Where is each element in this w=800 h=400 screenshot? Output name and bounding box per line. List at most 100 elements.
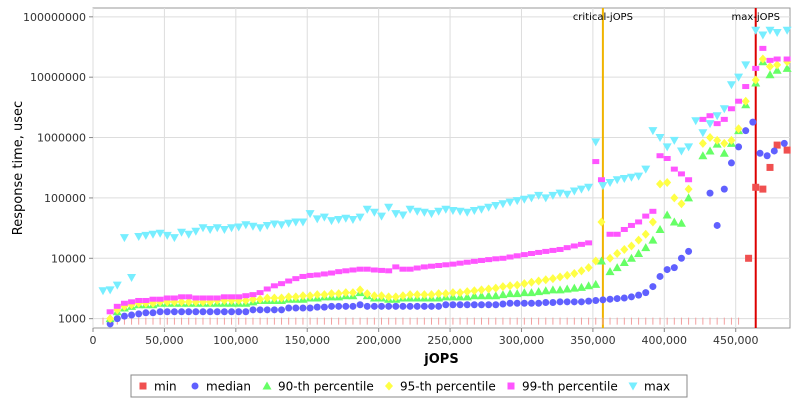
data-point <box>399 302 407 310</box>
data-point <box>305 210 315 219</box>
data-point <box>720 185 728 193</box>
data-point <box>527 251 535 257</box>
data-point <box>676 218 686 227</box>
data-point <box>448 288 457 298</box>
data-point <box>227 224 237 233</box>
data-point <box>270 283 278 289</box>
data-point <box>759 45 767 51</box>
data-point <box>299 304 307 312</box>
data-point <box>648 217 657 227</box>
data-point <box>163 308 171 316</box>
data-point <box>596 256 606 265</box>
data-point <box>334 289 343 299</box>
data-point <box>242 308 250 316</box>
data-point <box>758 31 768 40</box>
data-point <box>520 299 528 307</box>
data-point <box>620 226 628 232</box>
legend: min median 90-th percentile 95-th percentil… <box>130 374 688 398</box>
data-point <box>292 304 300 312</box>
data-point <box>456 288 465 298</box>
data-point <box>719 105 729 114</box>
data-point <box>670 166 678 172</box>
data-point <box>278 306 286 314</box>
data-point <box>627 293 635 301</box>
data-point <box>135 297 143 303</box>
legend-item: 95-th percentile <box>385 380 496 394</box>
data-point <box>98 287 108 296</box>
data-point <box>342 302 350 310</box>
data-point <box>765 26 775 35</box>
data-point <box>765 70 775 79</box>
data-point <box>399 266 407 272</box>
x-tick-label: 200,000 <box>356 334 402 347</box>
data-point <box>127 274 137 283</box>
data-point <box>749 118 757 126</box>
data-point <box>770 147 778 155</box>
data-point <box>384 292 393 302</box>
data-point <box>149 296 157 302</box>
plot-area <box>92 7 791 329</box>
data-point <box>170 308 178 316</box>
data-point <box>620 244 629 254</box>
data-point <box>656 272 664 280</box>
data-point <box>677 254 685 262</box>
data-point <box>477 257 485 263</box>
critical-jOPS-label: critical-jOPS <box>573 12 633 23</box>
y-axis-title: Response time, usec <box>11 101 26 235</box>
data-point <box>759 185 767 193</box>
data-point <box>570 298 578 306</box>
data-point <box>327 217 337 226</box>
data-point <box>420 290 429 300</box>
data-point <box>299 273 307 279</box>
data-point <box>442 301 450 309</box>
data-point <box>220 308 228 316</box>
data-point <box>327 289 336 299</box>
data-point <box>685 247 693 255</box>
data-point <box>120 312 128 320</box>
data-point <box>741 61 751 70</box>
data-point <box>677 199 686 209</box>
data-point <box>782 63 792 72</box>
data-point <box>448 206 458 215</box>
data-point <box>705 120 715 129</box>
y-tick-label: 10000000 <box>30 71 86 84</box>
legend-item: 99-th percentile <box>507 380 618 394</box>
data-point <box>184 230 194 239</box>
data-point <box>234 223 244 232</box>
data-point <box>441 289 450 299</box>
data-point <box>656 179 665 189</box>
data-point <box>463 259 471 265</box>
data-point <box>649 208 657 214</box>
data-point <box>541 194 551 203</box>
series-median <box>106 118 788 328</box>
legend-label: median <box>206 380 251 394</box>
legend-label: 99-th percentile <box>522 380 618 394</box>
data-point <box>149 309 157 317</box>
data-point <box>626 173 636 182</box>
data-point <box>441 205 451 214</box>
data-point <box>584 263 593 273</box>
data-point <box>328 270 336 276</box>
data-point <box>542 248 550 254</box>
legend-swatch <box>191 382 199 390</box>
data-point <box>598 182 608 191</box>
data-point <box>413 302 421 310</box>
data-point <box>685 177 693 183</box>
data-point <box>555 285 565 294</box>
data-point <box>772 65 782 74</box>
data-point <box>627 222 635 228</box>
data-point <box>613 295 621 303</box>
data-point <box>184 297 193 307</box>
data-point <box>348 215 358 224</box>
data-point <box>262 221 272 230</box>
data-point <box>549 299 557 307</box>
data-points <box>98 26 792 328</box>
data-point <box>773 141 781 149</box>
data-point <box>328 302 336 310</box>
data-point <box>334 215 344 224</box>
data-point <box>684 184 693 194</box>
data-point <box>513 299 521 307</box>
data-point <box>378 267 386 273</box>
data-point <box>356 266 364 272</box>
data-point <box>534 191 544 200</box>
